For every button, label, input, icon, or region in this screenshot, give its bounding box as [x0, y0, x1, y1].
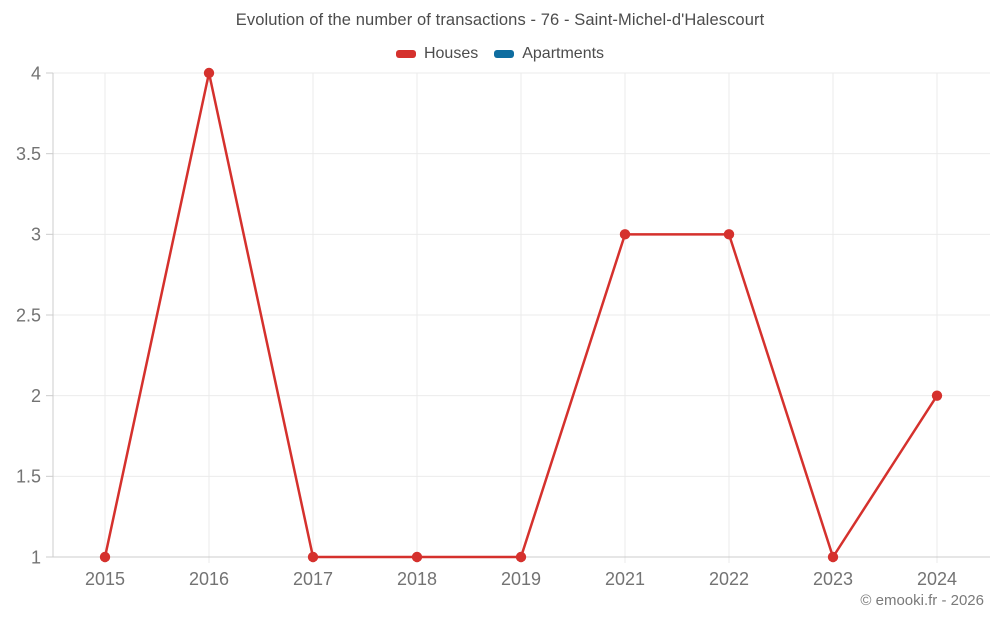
- copyright-credit: © emooki.fr - 2026: [860, 592, 984, 609]
- y-tick-label: 2.5: [16, 305, 41, 325]
- x-tick-label: 2017: [293, 569, 333, 589]
- chart-legend: Houses Apartments: [0, 45, 1000, 63]
- x-tick-label: 2018: [397, 569, 437, 589]
- x-tick-label: 2024: [917, 569, 957, 589]
- legend-label-houses: Houses: [423, 45, 479, 62]
- data-point-houses-2023[interactable]: [827, 551, 839, 563]
- legend-item-apartments[interactable]: Apartments: [494, 45, 604, 63]
- x-tick-label: 2021: [605, 569, 645, 589]
- x-tick-label: 2019: [501, 569, 541, 589]
- data-point-houses-2024[interactable]: [931, 390, 943, 401]
- data-point-houses-2022[interactable]: [723, 229, 735, 240]
- chart-title: Evolution of the number of transactions …: [235, 11, 765, 29]
- data-point-houses-2018[interactable]: [411, 551, 423, 563]
- data-point-houses-2019[interactable]: [515, 551, 527, 563]
- y-tick-label: 1: [31, 547, 41, 567]
- y-tick-label: 4: [31, 63, 41, 83]
- data-point-houses-2017[interactable]: [307, 551, 319, 563]
- x-tick-label: 2023: [813, 569, 853, 589]
- y-tick-label: 3: [31, 225, 41, 245]
- y-tick-label: 3.5: [16, 144, 41, 164]
- data-point-houses-2016[interactable]: [203, 67, 215, 79]
- legend-item-houses[interactable]: Houses: [395, 45, 479, 63]
- x-tick-label: 2016: [189, 569, 229, 589]
- apartments-legend-swatch: [494, 50, 515, 58]
- x-tick-label: 2022: [709, 569, 749, 589]
- y-tick-label: 2: [31, 386, 41, 406]
- x-tick-label: 2015: [85, 569, 125, 589]
- data-point-houses-2015[interactable]: [99, 551, 111, 563]
- legend-label-apartments: Apartments: [522, 45, 605, 62]
- y-tick-label: 1.5: [16, 467, 41, 487]
- data-point-houses-2021[interactable]: [619, 229, 631, 240]
- houses-legend-swatch: [395, 50, 416, 58]
